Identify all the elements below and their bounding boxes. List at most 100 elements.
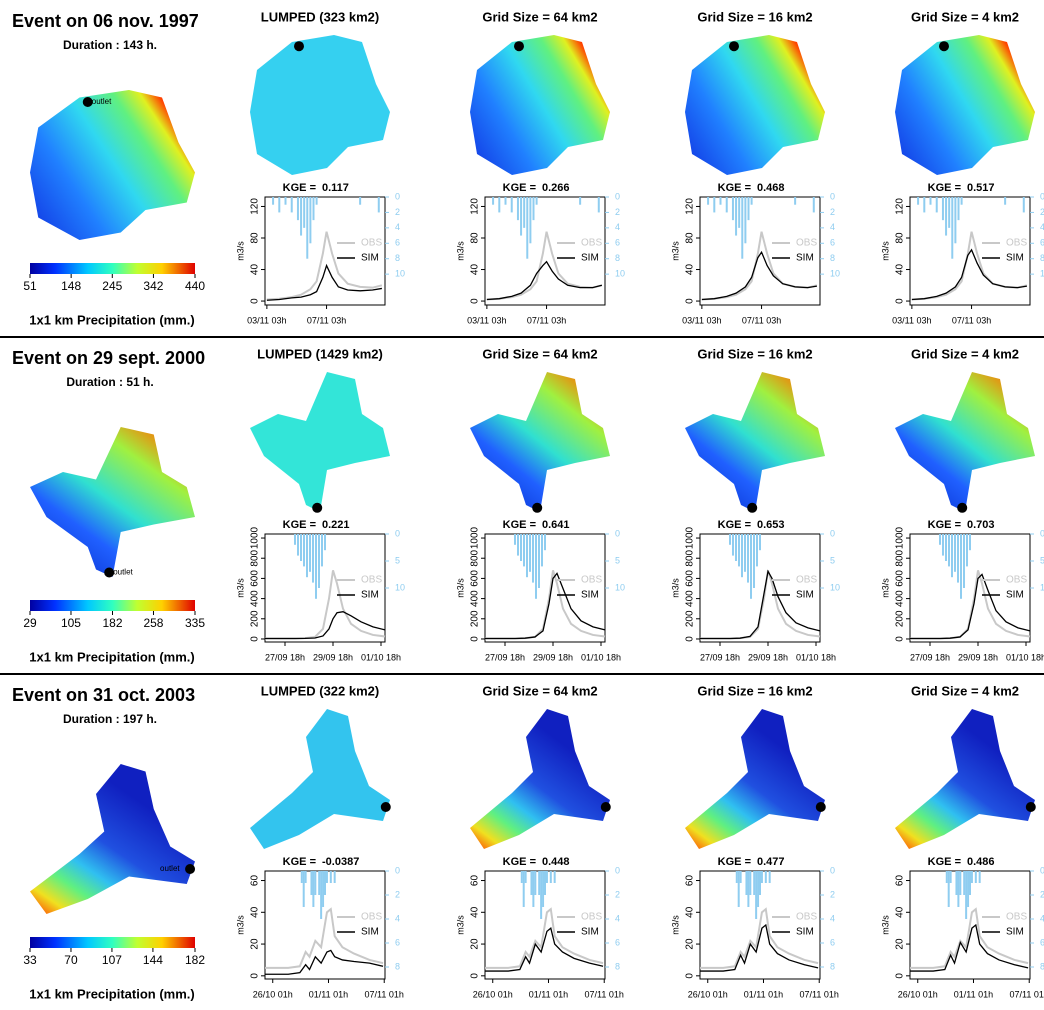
y2-tick-label: 8 <box>395 253 400 263</box>
x-tick-label: 07/11 03h <box>307 315 346 325</box>
legend-sim-label: SIM <box>581 253 599 264</box>
rain-bar <box>524 871 527 883</box>
x-tick-label: 07/11 01h <box>800 989 839 999</box>
legend-obs-label: OBS <box>361 912 382 923</box>
catchment-map <box>470 35 610 175</box>
legend-sim-label: SIM <box>581 927 599 938</box>
rain-bar <box>322 871 325 907</box>
sim-line <box>910 573 1031 640</box>
rain-bar <box>954 534 956 572</box>
kge-value: 0.266 <box>542 182 570 194</box>
y-tick-label: 20 <box>470 938 481 950</box>
y2-tick-label: 2 <box>395 207 400 217</box>
y2-tick-label: 2 <box>830 889 835 899</box>
rain-bar <box>957 871 960 907</box>
colorbar-tick-label: 29 <box>23 616 37 630</box>
y-tick-label: 120 <box>470 198 481 215</box>
rain-bar <box>756 534 758 567</box>
event-duration: Duration : 197 h. <box>63 712 157 726</box>
y-tick-label: 0 <box>685 298 696 304</box>
rain-bar <box>738 197 741 228</box>
kge-label: KGE = <box>503 519 536 531</box>
kge-label: KGE = <box>503 182 536 194</box>
y2-tick-label: 2 <box>395 889 400 899</box>
x-tick-label: 01/10 18h <box>796 652 836 662</box>
obs-line <box>486 231 603 301</box>
rain-bar <box>314 871 317 895</box>
x-tick-label: 29/09 18h <box>958 652 998 662</box>
rain-bar <box>522 871 525 907</box>
legend-sim-label: SIM <box>796 253 814 264</box>
y2-tick-label: 10 <box>1040 582 1044 592</box>
rain-bar <box>312 871 315 907</box>
obs-line <box>700 907 819 969</box>
legend-sim-label: SIM <box>361 927 379 938</box>
y2-tick-label: 2 <box>830 207 835 217</box>
rain-bar <box>529 534 531 572</box>
rain-bar <box>310 871 313 895</box>
obs-line <box>265 907 384 969</box>
rain-bar <box>954 197 957 244</box>
y-tick-label: 800 <box>685 549 696 566</box>
rain-bar <box>966 534 968 567</box>
sim-line <box>265 949 384 975</box>
event-duration: Duration : 143 h. <box>63 38 157 52</box>
x-tick-label: 01/10 18h <box>1006 652 1044 662</box>
y-tick-label: 120 <box>250 198 261 215</box>
x-tick-label: 07/11 03h <box>527 315 566 325</box>
rain-bar <box>735 534 737 561</box>
rain-bar <box>741 197 744 259</box>
rain-bar <box>945 197 948 236</box>
y-tick-label: 0 <box>685 636 696 642</box>
y-tick-label: 800 <box>250 549 261 566</box>
x-tick-label: 01/11 01h <box>954 989 993 999</box>
outlet-marker <box>957 502 968 513</box>
kge-label: KGE = <box>718 182 751 194</box>
rain-bar <box>753 871 756 895</box>
rain-bar <box>523 534 525 567</box>
obs-line <box>266 231 383 301</box>
y-tick-label: 200 <box>470 610 481 627</box>
x-tick-label: 26/10 01h <box>688 989 728 999</box>
rain-bar <box>538 871 541 895</box>
rain-bar <box>747 197 750 221</box>
rain-bar <box>318 534 320 588</box>
outlet-label: outlet <box>160 864 180 873</box>
kge-label: KGE = <box>928 182 961 194</box>
panel-title: LUMPED (323 km2) <box>261 9 379 24</box>
y-tick-label: 120 <box>685 198 696 215</box>
rain-bar <box>735 197 738 236</box>
y2-tick-label: 2 <box>1040 889 1044 899</box>
colorbar-label: 1x1 km Precipitation (mm.) <box>29 312 194 327</box>
legend-obs-label: OBS <box>796 238 817 249</box>
y-axis-label: m3/s <box>235 915 245 935</box>
y-tick-label: 40 <box>250 264 261 276</box>
rain-bar <box>745 871 748 895</box>
colorbar-label: 1x1 km Precipitation (mm.) <box>29 986 194 1001</box>
y2-tick-label: 6 <box>615 238 620 248</box>
y-tick-label: 40 <box>895 264 906 276</box>
kge-label: KGE = <box>928 856 961 868</box>
outlet-marker <box>312 502 323 513</box>
rain-bar <box>747 534 749 583</box>
catchment-map <box>685 372 825 512</box>
rain-bar <box>303 534 305 567</box>
rain-bar <box>951 197 954 259</box>
rain-bar <box>325 871 328 883</box>
x-tick-label: 03/11 03h <box>682 315 721 325</box>
colorbar-tick-label: 51 <box>23 279 37 293</box>
x-tick-label: 29/09 18h <box>533 652 573 662</box>
y2-tick-label: 5 <box>830 555 835 565</box>
outlet-marker <box>532 502 543 513</box>
rain-bar <box>318 871 321 895</box>
rain-bar <box>514 534 516 545</box>
rain-bar <box>520 534 522 561</box>
rain-bar <box>749 871 752 895</box>
y-axis-label: m3/s <box>670 241 680 261</box>
y-tick-label: 0 <box>470 636 481 642</box>
y-tick-label: 600 <box>250 570 261 587</box>
sim-line <box>266 263 382 301</box>
y-tick-label: 40 <box>470 264 481 276</box>
rain-bar <box>306 534 308 578</box>
rain-bar <box>324 534 326 551</box>
